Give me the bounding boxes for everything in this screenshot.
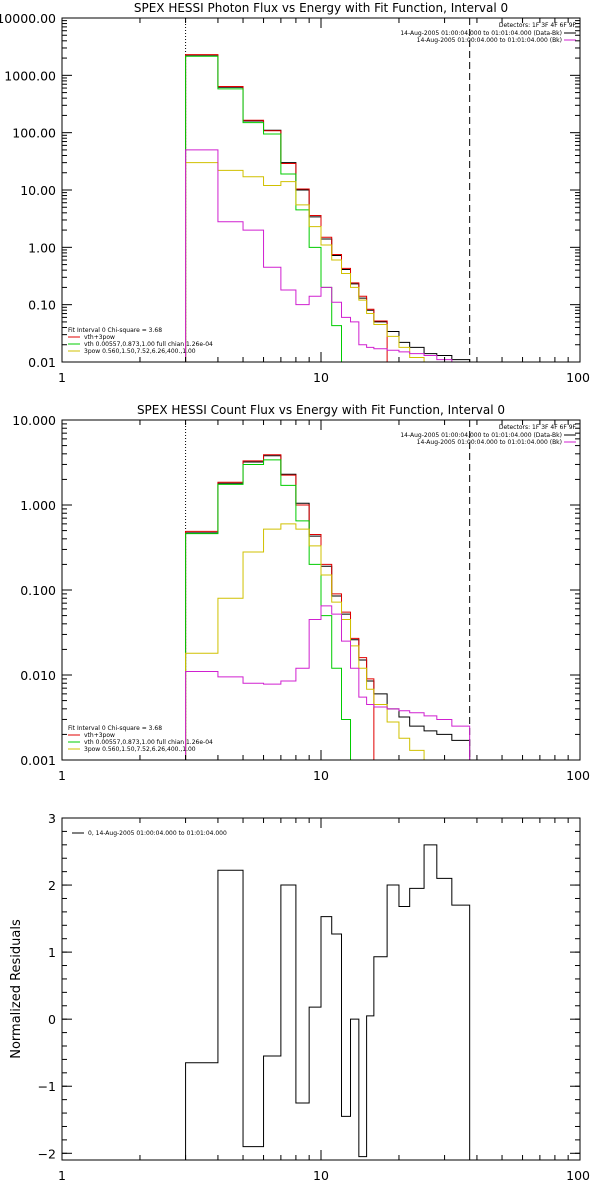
- series-total-line: [185, 454, 375, 760]
- series-thermal-line: [185, 459, 359, 760]
- panel-residuals: Normalized Residuals 1 10 100 −2 −1 0 1 2 3 0, 14-…: [9, 811, 590, 1183]
- series-group: [185, 454, 471, 760]
- interval-legend-label: 14-Aug-2005 01:00:04.000 to 01:01:04.000…: [417, 439, 562, 446]
- series-powerlaw-line: [185, 523, 437, 760]
- fit-legend-label: 3pow 0.560,1.50,7.52,6.26,400.,1.00: [84, 348, 196, 355]
- fit-legend-header: Fit Interval 0 Chi-square = 3.68: [68, 327, 162, 334]
- series-powerlaw-line: [185, 162, 437, 362]
- y-tick-label: 2: [48, 878, 56, 893]
- series-data-line: [185, 55, 471, 362]
- y-tick-label: −1: [38, 1079, 56, 1094]
- fit-legend-label: vth 0.00557,0.873,1.00 full chian 1.26e-…: [84, 341, 213, 348]
- x-tick-label: 100: [566, 1168, 590, 1183]
- fit-legend-label: 3pow 0.560,1.50,7.52,6.26,400.,1.00: [84, 746, 196, 753]
- fit-legend-label: vth+3pow: [84, 334, 115, 341]
- x-tick-label: 10: [313, 768, 329, 783]
- x-tick-label: 1: [58, 1168, 66, 1183]
- series-data-line: [185, 455, 471, 760]
- y-axis-label: Normalized Residuals: [9, 919, 24, 1059]
- x-tick-label: 1: [58, 768, 66, 783]
- series-background-line: [185, 605, 471, 760]
- detectors-legend-header: Detectors: 1F 3F 4F 6F 9F: [499, 22, 577, 29]
- plot-frame: [61, 17, 581, 363]
- y-tick-label: 1: [48, 945, 56, 960]
- interval-legend-label: 14-Aug-2005 01:00:04.000 to 01:01:04.000…: [400, 432, 562, 439]
- fit-legend-label: vth+3pow: [84, 732, 115, 739]
- y-tick-label: 100.00: [12, 126, 56, 141]
- y-tick-label: 10.000: [12, 413, 56, 428]
- y-tick-label: 10.00: [20, 183, 56, 198]
- detectors-legend-header: Detectors: 1F 3F 4F 6F 9F: [499, 424, 577, 431]
- x-tick-label: 100: [566, 768, 590, 783]
- y-tick-label: 1.00: [28, 240, 56, 255]
- y-tick-label: −2: [38, 1146, 56, 1161]
- fit-legend-header: Fit Interval 0 Chi-square = 3.68: [68, 725, 162, 732]
- chart-title: SPEX HESSI Count Flux vs Energy with Fit…: [137, 403, 505, 417]
- y-tick-label: 0.10: [28, 298, 56, 313]
- y-tick-label: 1000.00: [4, 68, 56, 83]
- series-thermal-line: [185, 55, 359, 362]
- residual-legend-label: 0, 14-Aug-2005 01:00:04.000 to 01:01:04.…: [88, 830, 227, 837]
- series-group: [185, 844, 471, 1160]
- y-tick-label: 0.001: [20, 753, 56, 768]
- interval-legend-label: 14-Aug-2005 01:00:04.000 to 01:01:04.000…: [400, 30, 562, 37]
- interval-legend-label: 14-Aug-2005 01:00:04.000 to 01:01:04.000…: [417, 37, 562, 44]
- y-tick-label: 3: [48, 811, 56, 826]
- y-tick-label: 0: [48, 1012, 56, 1027]
- y-tick-label: 10000.00: [0, 11, 56, 26]
- series-group: [185, 54, 471, 362]
- x-tick-label: 1: [58, 370, 66, 385]
- x-tick-label: 10: [313, 1168, 329, 1183]
- y-tick-label: 0.01: [28, 355, 56, 370]
- x-tick-label: 100: [566, 370, 590, 385]
- panel-count: SPEX HESSI Count Flux vs Energy with Fit…: [12, 403, 590, 783]
- panel-photon: SPEX HESSI Photon Flux vs Energy with Fi…: [0, 1, 590, 385]
- y-tick-label: 0.010: [20, 668, 56, 683]
- series-residuals-line: [185, 844, 471, 1160]
- y-tick-label: 1.000: [20, 498, 56, 513]
- fit-legend-label: vth 0.00557,0.873,1.00 full chian 1.26e-…: [84, 739, 213, 746]
- series-total-line: [185, 54, 388, 362]
- y-tick-label: 0.100: [20, 583, 56, 598]
- series-background-line: [185, 149, 470, 362]
- chart-title: SPEX HESSI Photon Flux vs Energy with Fi…: [134, 1, 508, 15]
- x-tick-label: 10: [313, 370, 329, 385]
